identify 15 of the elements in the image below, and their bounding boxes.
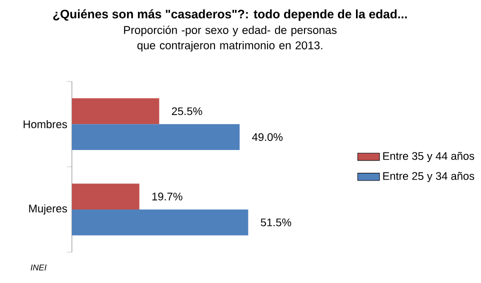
data-label: 51.5% xyxy=(260,218,292,226)
y-tick-label: Mujeres xyxy=(29,204,67,215)
legend-label: Entre 25 y 34 años xyxy=(383,172,474,182)
bar xyxy=(72,210,248,236)
bar xyxy=(72,98,160,124)
bar xyxy=(72,184,140,210)
data-label: 49.0% xyxy=(252,133,283,142)
chart-title: ¿Quiénes son más "casaderos"?: todo depende de la edad... xyxy=(53,9,407,21)
bar xyxy=(72,124,240,150)
text: INEI xyxy=(30,264,46,270)
data-label: 25.5% xyxy=(172,107,202,116)
legend-label: Entre 35 y 44 años xyxy=(383,152,474,162)
chart-subtitle: Proporción -por sexo y edad- de personas que contrajeron matrimonio en 2013. xyxy=(124,26,337,52)
data-label: 19.7% xyxy=(152,192,182,201)
y-tick-label: Hombres xyxy=(24,120,67,128)
